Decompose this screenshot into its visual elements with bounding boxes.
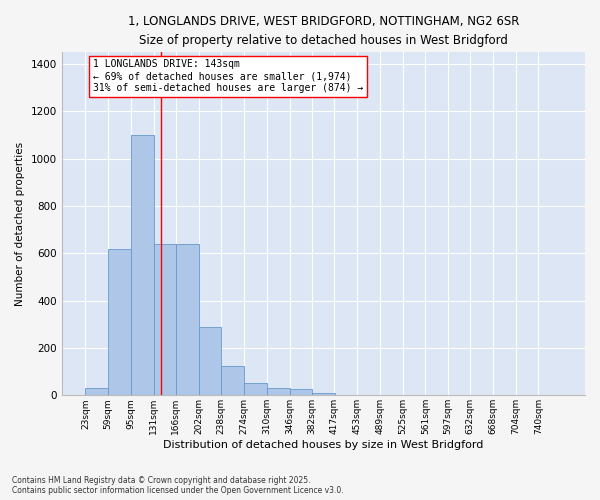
Bar xyxy=(85,388,108,396)
Bar xyxy=(290,390,312,396)
Bar xyxy=(267,388,290,396)
Title: 1, LONGLANDS DRIVE, WEST BRIDGFORD, NOTTINGHAM, NG2 6SR
Size of property relativ: 1, LONGLANDS DRIVE, WEST BRIDGFORD, NOTT… xyxy=(128,15,519,47)
Bar xyxy=(244,384,267,396)
Bar xyxy=(199,326,221,396)
Bar xyxy=(154,244,176,396)
Bar xyxy=(221,366,244,396)
Text: Contains HM Land Registry data © Crown copyright and database right 2025.
Contai: Contains HM Land Registry data © Crown c… xyxy=(12,476,344,495)
Bar xyxy=(131,135,154,396)
X-axis label: Distribution of detached houses by size in West Bridgford: Distribution of detached houses by size … xyxy=(163,440,484,450)
Y-axis label: Number of detached properties: Number of detached properties xyxy=(15,142,25,306)
Bar xyxy=(312,393,335,396)
Text: 1 LONGLANDS DRIVE: 143sqm
← 69% of detached houses are smaller (1,974)
31% of se: 1 LONGLANDS DRIVE: 143sqm ← 69% of detac… xyxy=(93,60,363,92)
Bar xyxy=(108,248,131,396)
Bar xyxy=(176,244,199,396)
